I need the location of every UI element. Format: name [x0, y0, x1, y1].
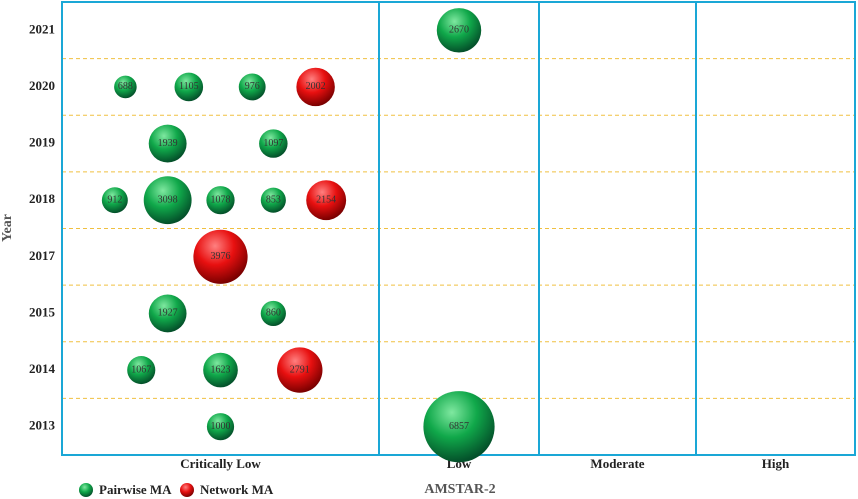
y-tick-label: 2021 [29, 21, 55, 36]
bubble-label: 1000 [211, 421, 231, 432]
bubble [260, 300, 286, 327]
bubble-label: 2791 [290, 364, 310, 375]
bubble [148, 124, 187, 163]
bubble-label: 1067 [131, 364, 151, 375]
legend-label: Pairwise MA [99, 482, 172, 497]
bubble [296, 67, 335, 107]
bubble [277, 347, 323, 393]
bubble-label: 1078 [211, 194, 231, 205]
bubble [206, 186, 235, 215]
bubble-label: 2154 [316, 194, 336, 205]
legend-label: Network MA [200, 482, 274, 497]
bubble [259, 129, 288, 158]
bubble [143, 176, 192, 225]
y-tick-label: 2013 [29, 418, 56, 433]
bubble-label: 912 [107, 194, 122, 205]
bubble-label: 3098 [158, 194, 178, 205]
panel [378, 1, 540, 456]
bubble [101, 187, 128, 214]
legend-marker [79, 483, 93, 497]
legend-marker [180, 483, 194, 497]
bubble [127, 356, 156, 385]
y-tick-label: 2014 [29, 361, 56, 376]
bubble [174, 72, 204, 102]
bubble [238, 73, 266, 101]
y-axis-title: Year [0, 214, 15, 242]
bubble [436, 8, 482, 53]
bubble-label: 860 [266, 308, 281, 319]
y-tick-label: 2020 [29, 78, 55, 93]
bubble [114, 75, 137, 99]
bubble-label: 688 [118, 81, 133, 92]
bubble-label: 1097 [263, 138, 283, 149]
bubble-label: 6857 [449, 421, 469, 432]
bubble-label: 2670 [449, 25, 469, 36]
bubble-label: 2002 [306, 81, 326, 92]
x-axis-title: AMSTAR-2 [424, 482, 495, 497]
x-tick-label: Critically Low [180, 456, 261, 471]
y-tick-label: 2015 [29, 304, 56, 319]
bubble [306, 180, 347, 221]
bubble-label: 853 [266, 194, 281, 205]
bubble-label: 1927 [158, 308, 178, 319]
panel [695, 1, 856, 456]
bubble [203, 352, 238, 388]
bubble [260, 187, 286, 213]
bubble-label: 976 [245, 81, 260, 92]
bubble [193, 229, 248, 284]
x-tick-label: High [762, 456, 790, 471]
y-tick-label: 2018 [29, 191, 56, 206]
bubble [148, 294, 187, 333]
bubble-label: 1623 [211, 364, 231, 375]
y-tick-label: 2017 [29, 248, 56, 263]
y-tick-label: 2019 [29, 135, 56, 150]
bubble-label: 1105 [179, 81, 199, 92]
bubble [423, 391, 495, 463]
bubble-label: 3976 [211, 251, 231, 262]
bubble-label: 1939 [158, 138, 178, 149]
bubble [206, 413, 235, 441]
x-tick-label: Moderate [590, 456, 644, 471]
